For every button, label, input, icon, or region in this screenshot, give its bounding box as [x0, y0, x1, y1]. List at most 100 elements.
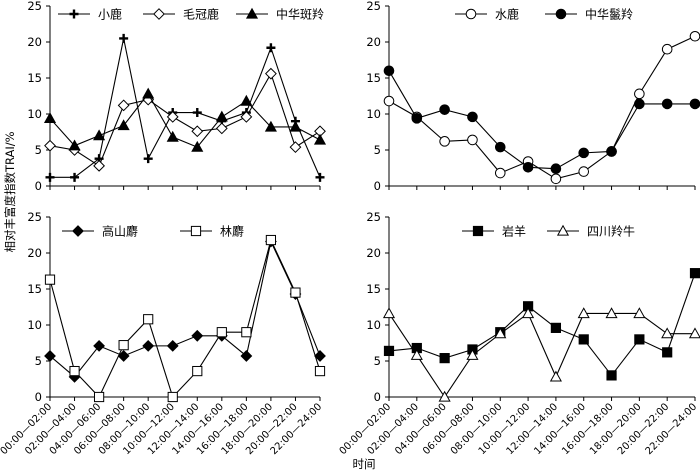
data-point — [466, 349, 479, 360]
data-point — [289, 141, 302, 154]
data-point — [45, 172, 55, 182]
data-point — [70, 172, 80, 182]
data-point — [314, 365, 326, 377]
series-line — [388, 35, 696, 180]
y-tick-label: 5 — [374, 354, 381, 368]
data-point — [240, 350, 253, 362]
shared-x-axis-label: 时间 — [353, 457, 376, 471]
data-point — [93, 159, 105, 172]
data-point — [494, 141, 506, 153]
legend-label: 岩羊 — [502, 224, 526, 239]
data-point — [43, 112, 57, 123]
data-point — [383, 95, 395, 107]
data-point — [166, 110, 179, 123]
data-point — [578, 147, 590, 159]
series-line — [388, 312, 695, 398]
data-point — [661, 43, 673, 55]
y-tick-label: 20 — [366, 35, 381, 49]
legend-marker — [556, 224, 570, 236]
data-point — [689, 98, 700, 110]
data-point — [522, 161, 534, 173]
data-point — [166, 130, 179, 142]
data-point — [265, 67, 277, 80]
y-tick-label: 25 — [27, 210, 42, 224]
y-tick-label: 10 — [27, 107, 42, 121]
y-tick-label: 5 — [35, 143, 42, 157]
data-point — [69, 365, 80, 377]
data-point — [117, 350, 130, 362]
data-point — [266, 43, 276, 53]
y-tick-label: 15 — [27, 282, 42, 296]
data-point — [118, 340, 129, 351]
series-line — [49, 239, 321, 378]
y-tick-label: 10 — [366, 318, 381, 332]
data-point — [467, 111, 478, 123]
data-point — [68, 139, 81, 151]
y-tick-label: 5 — [35, 354, 42, 368]
data-point — [93, 129, 106, 141]
panel-1: 0 5 10 15 20 25 小鹿 毛冠鹿 中华斑羚 — [27, 0, 327, 193]
data-point — [606, 146, 617, 157]
legend-marker — [69, 9, 79, 19]
data-point — [142, 87, 155, 99]
legend-marker — [472, 225, 484, 237]
series-林麝 — [44, 234, 326, 403]
data-point — [550, 173, 562, 185]
x-tick-label: 22:00—24:00 — [644, 401, 700, 457]
data-point — [633, 307, 646, 319]
series-中华斑羚 — [43, 87, 327, 152]
y-tick-label: 20 — [366, 246, 381, 260]
data-point — [119, 33, 129, 43]
data-point — [216, 327, 227, 338]
data-point — [289, 120, 302, 132]
data-point — [93, 339, 105, 352]
data-point — [117, 99, 130, 112]
data-point — [143, 314, 154, 325]
panel-3: 051015202500:00—02:0002:00—04:0004:00—06… — [0, 210, 326, 457]
y-tick-label: 25 — [366, 0, 381, 13]
legend-label: 四川羚牛 — [587, 224, 635, 239]
series-line — [50, 38, 321, 178]
y-tick-label: 0 — [374, 390, 381, 404]
legend-label: 水鹿 — [495, 7, 519, 22]
data-point — [634, 98, 645, 110]
data-point — [577, 307, 590, 319]
data-point — [191, 329, 204, 342]
data-point — [494, 167, 506, 179]
data-point — [550, 322, 562, 333]
data-point — [383, 65, 395, 77]
data-point — [191, 125, 204, 138]
data-point — [410, 349, 423, 360]
data-point — [494, 327, 507, 339]
data-point — [166, 339, 179, 352]
y-tick-label: 0 — [35, 390, 42, 404]
data-point — [314, 350, 326, 362]
data-point — [605, 307, 618, 319]
data-point — [240, 110, 253, 123]
data-point — [143, 154, 153, 164]
data-point — [382, 307, 396, 319]
data-point — [522, 307, 535, 319]
data-point — [578, 334, 589, 345]
data-point — [117, 119, 130, 131]
series-四川羚牛 — [382, 307, 700, 402]
series-水鹿 — [383, 30, 700, 185]
y-tick-label: 15 — [366, 282, 381, 296]
data-point — [167, 391, 178, 403]
data-point — [661, 327, 674, 339]
data-point — [662, 347, 673, 358]
y-tick-label: 5 — [374, 143, 381, 157]
y-tick-label: 15 — [27, 71, 42, 85]
legend: 高山麝 林麝 — [62, 224, 244, 239]
data-point — [93, 391, 105, 403]
y-tick-label: 0 — [35, 179, 42, 193]
data-point — [192, 365, 203, 377]
data-point — [313, 133, 327, 145]
y-tick-label: 20 — [27, 35, 42, 49]
data-point — [549, 370, 562, 382]
data-point — [578, 166, 590, 177]
legend-label: 中华斑羚 — [276, 7, 324, 22]
data-point — [240, 94, 253, 106]
data-point — [383, 345, 395, 357]
y-tick-label: 10 — [366, 107, 381, 121]
